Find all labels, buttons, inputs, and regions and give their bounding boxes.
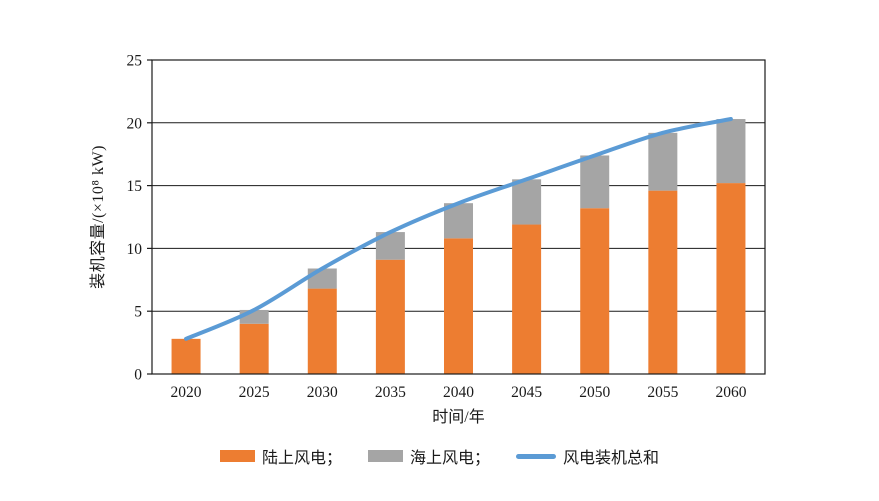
bar-onshore-2035	[375, 259, 405, 374]
bar-onshore-2050	[580, 208, 610, 374]
offshore-swatch-icon	[367, 450, 403, 462]
bar-onshore-2020	[171, 338, 201, 374]
x-tick-label: 2040	[443, 384, 474, 401]
legend-label-total: 风电装机总和	[563, 450, 660, 467]
bar-onshore-2045	[512, 224, 542, 374]
bar-offshore-2050	[580, 155, 610, 209]
x-tick-label: 2050	[579, 384, 610, 401]
x-tick-label: 2030	[307, 384, 338, 401]
legend-label-offshore: 海上风电；	[409, 450, 490, 467]
total-capacity-line	[184, 117, 733, 341]
bar-onshore-2025	[239, 323, 269, 374]
bar-offshore-2055	[648, 132, 678, 191]
x-tick-label: 2060	[715, 384, 746, 401]
y-tick-label: 15	[127, 178, 143, 195]
bar-offshore-2030	[307, 268, 337, 289]
y-tick-label: 20	[127, 115, 143, 132]
legend-label-onshore: 陆上风电；	[261, 450, 342, 467]
y-tick-label: 10	[127, 241, 143, 258]
bar-onshore-2055	[648, 190, 678, 374]
plot-border	[151, 59, 766, 375]
bar-offshore-2060	[716, 119, 746, 184]
x-tick-label: 2035	[375, 384, 406, 401]
y-tick-label: 25	[127, 53, 143, 70]
chart-legend: 陆上风电； 海上风电； 风电装机总和	[0, 444, 879, 468]
x-tick-label: 2025	[239, 384, 270, 401]
bar-onshore-2040	[444, 238, 473, 374]
y-axis-label: 装机容量/(×10⁸ kW)	[90, 145, 107, 289]
y-tick-label: 0	[134, 367, 142, 384]
legend-item-total: 风电装机总和	[516, 444, 659, 468]
x-axis-label: 时间/年	[432, 409, 485, 426]
x-tick-label: 2055	[647, 384, 678, 401]
x-tick-label: 2045	[511, 384, 542, 401]
legend-item-onshore: 陆上风电；	[219, 444, 342, 468]
total-line-swatch-icon	[516, 453, 556, 459]
bar-onshore-2060	[716, 183, 746, 374]
onshore-swatch-icon	[219, 450, 255, 462]
y-tick-label: 5	[134, 304, 142, 321]
bar-offshore-2045	[512, 179, 542, 225]
legend-item-offshore: 海上风电；	[367, 444, 490, 468]
bar-onshore-2030	[307, 288, 337, 374]
x-tick-label: 2020	[171, 384, 202, 401]
